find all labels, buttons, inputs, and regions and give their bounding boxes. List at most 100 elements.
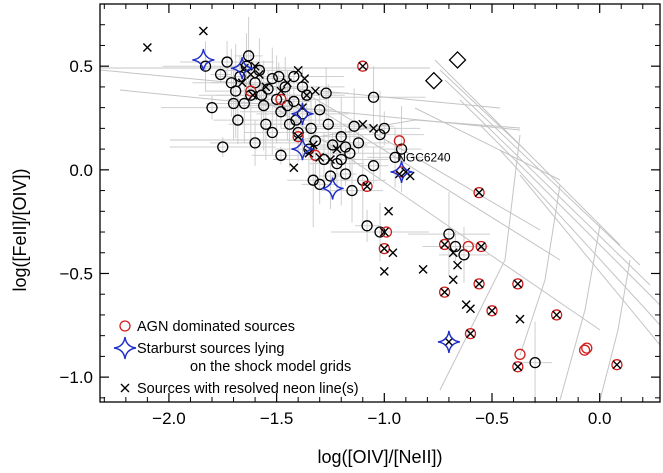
- data-point-cross: [453, 260, 463, 270]
- data-point-star: [437, 330, 461, 353]
- data-point-cross: [325, 154, 335, 164]
- data-point-cross: [304, 148, 314, 158]
- data-point-circle: [335, 131, 347, 143]
- data-point-circle: [238, 97, 250, 110]
- data-point-circle: [324, 170, 337, 182]
- data-point-circle: [486, 305, 498, 317]
- data-point-circle: [305, 122, 317, 135]
- data-point-circle: [348, 120, 360, 132]
- data-point-cross: [358, 61, 368, 71]
- data-point-star: [390, 160, 413, 184]
- model-grid-line: [439, 69, 526, 151]
- x-tick-label: −0.5: [475, 409, 509, 428]
- data-point-diamond: [424, 71, 443, 90]
- data-point-circle: [232, 114, 244, 126]
- data-point-circle: [258, 99, 270, 112]
- data-point-circle: [275, 149, 287, 161]
- data-point-circle: [206, 101, 218, 114]
- x-tick-label: −2.0: [152, 409, 186, 428]
- data-point-cross: [254, 69, 264, 79]
- data-point-circle: [462, 240, 474, 253]
- data-point-circle: [352, 137, 365, 149]
- data-point-cross: [332, 144, 342, 154]
- data-point-circle: [255, 89, 268, 101]
- data-point-cross: [513, 362, 523, 372]
- data-point-circle: [260, 118, 272, 130]
- model-grid-line: [559, 224, 601, 401]
- data-point-circle: [322, 118, 334, 130]
- data-point-circle: [320, 87, 332, 99]
- data-point-circle: [529, 356, 541, 369]
- data-point-cross: [552, 310, 562, 320]
- data-point-cross: [120, 383, 130, 393]
- model-grid-line: [299, 89, 541, 231]
- data-point-cross: [474, 279, 484, 289]
- model-grid-line: [459, 99, 651, 286]
- y-tick-label: −1.0: [59, 368, 93, 387]
- data-point-cross: [440, 287, 450, 297]
- data-point-cross: [487, 306, 497, 316]
- model-grid-line: [434, 59, 621, 246]
- model-grid-line: [519, 184, 561, 356]
- data-point-cross: [379, 244, 389, 254]
- model-grid-line: [444, 79, 641, 266]
- data-point-cross: [237, 78, 247, 88]
- model-grid-line: [439, 134, 521, 391]
- data-point-cross: [261, 82, 271, 92]
- data-point-cross: [448, 248, 458, 258]
- data-point-circle: [279, 81, 291, 93]
- data-point-circle: [245, 85, 257, 97]
- data-point-circle: [242, 50, 255, 62]
- data-point-circle: [275, 93, 287, 106]
- data-point-circle: [314, 104, 326, 116]
- data-point-cross: [612, 360, 622, 370]
- data-point-star: [291, 102, 314, 125]
- data-point-circle: [119, 320, 131, 332]
- data-point-circle: [464, 327, 477, 340]
- data-point-circle: [393, 135, 406, 147]
- data-point-star: [231, 57, 254, 80]
- data-point-circle: [473, 278, 485, 290]
- legend-entry-label: AGN dominated sources: [137, 319, 295, 335]
- data-point-circle: [217, 141, 229, 153]
- data-point-circle: [296, 81, 309, 93]
- data-point-star: [192, 48, 215, 72]
- data-point-cross: [198, 26, 208, 36]
- model-grid-line: [319, 109, 561, 261]
- x-tick-label: −1.0: [368, 409, 402, 428]
- data-point-circle: [367, 91, 380, 103]
- data-point-cross: [276, 86, 286, 96]
- data-point-cross: [142, 43, 152, 53]
- data-point-cross: [394, 169, 404, 179]
- y-tick-label: 0.5: [69, 57, 93, 76]
- data-point-circle: [438, 238, 451, 251]
- x-tick-label: 0.0: [588, 409, 612, 428]
- data-point-circle: [378, 122, 390, 135]
- data-point-cross: [289, 163, 299, 173]
- data-point-circle: [270, 93, 283, 106]
- data-point-cross: [515, 314, 525, 324]
- data-point-circle: [214, 68, 227, 81]
- error-bars: [161, 16, 553, 404]
- data-point-circle: [314, 178, 326, 190]
- data-point-circle: [292, 131, 304, 143]
- data-point-circle: [221, 56, 233, 68]
- data-point-cross: [513, 279, 523, 289]
- data-point-cross: [444, 337, 454, 347]
- data-point-star: [291, 137, 314, 161]
- data-point-diamond: [448, 51, 467, 69]
- data-point-circle: [357, 60, 369, 72]
- data-point-cross: [418, 264, 428, 274]
- data-point-circle: [281, 99, 294, 112]
- data-point-circle: [581, 342, 593, 354]
- data-point-cross: [388, 248, 398, 258]
- data-point-cross: [300, 74, 310, 84]
- y-tick-label: −0.5: [59, 264, 93, 283]
- data-point-circle: [296, 108, 309, 120]
- x-axis-label: log([OIV]/[NeII]): [317, 447, 442, 467]
- data-point-circle: [380, 226, 393, 238]
- data-point-cross: [465, 304, 475, 314]
- data-point-circle: [367, 160, 380, 172]
